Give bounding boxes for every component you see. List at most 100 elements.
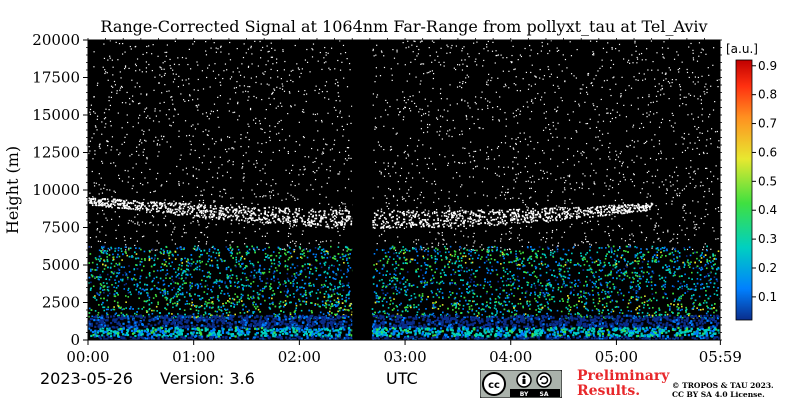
noise-cell <box>691 113 693 115</box>
noise-cell <box>410 61 412 63</box>
noise-cell <box>708 74 710 76</box>
noise-cell <box>290 106 292 108</box>
cloud-cell <box>279 219 281 222</box>
noise-cell <box>325 81 328 83</box>
cloud-cell <box>469 216 472 219</box>
cloud-cell <box>380 226 383 229</box>
noise-cell <box>392 49 394 51</box>
cloud-cell <box>509 214 512 217</box>
noise-cell <box>403 99 405 102</box>
noise-cell <box>672 247 674 249</box>
noise-cell <box>683 137 685 140</box>
noise-cell <box>669 82 671 84</box>
noise-cell <box>714 101 716 103</box>
noise-cell <box>492 106 494 109</box>
noise-cell <box>475 96 477 98</box>
noise-cell <box>678 71 680 73</box>
noise-cell <box>391 79 393 81</box>
noise-cell <box>156 230 158 232</box>
noise-cell <box>387 162 389 164</box>
noise-cell <box>454 234 456 236</box>
cloud-cell <box>307 224 310 226</box>
cloud-cell <box>555 219 558 222</box>
noise-cell <box>513 179 515 181</box>
cloud-cell <box>557 214 560 216</box>
noise-cell <box>135 45 137 48</box>
noise-cell <box>173 200 175 202</box>
aerosol-cell <box>429 313 431 316</box>
noise-cell <box>634 40 636 42</box>
noise-cell <box>123 67 126 70</box>
cloud-cell <box>333 214 336 217</box>
cloud-cell <box>271 213 273 215</box>
noise-cell <box>319 51 321 54</box>
cloud-cell <box>589 210 592 213</box>
noise-cell <box>504 83 506 85</box>
cloud-cell <box>387 226 390 228</box>
cloud-cell <box>200 210 203 212</box>
noise-cell <box>617 192 620 194</box>
noise-cell <box>397 180 399 183</box>
noise-cell <box>416 145 419 147</box>
cloud-cell <box>345 220 348 223</box>
noise-cell <box>671 248 673 250</box>
cloud-cell <box>414 213 417 216</box>
noise-cell <box>380 146 382 148</box>
noise-cell <box>291 180 293 183</box>
noise-cell <box>717 178 719 180</box>
noise-cell <box>693 171 695 173</box>
cloud-cell <box>618 204 620 207</box>
noise-cell <box>451 227 453 229</box>
noise-cell <box>642 113 644 115</box>
aerosol-cell <box>665 269 668 272</box>
cloud-cell <box>168 202 171 205</box>
cloud-cell <box>275 207 277 209</box>
cloud-cell <box>124 205 127 207</box>
noise-cell <box>550 158 552 160</box>
cloud-cell <box>491 210 493 213</box>
noise-cell <box>257 142 259 144</box>
cloud-cell <box>505 215 508 218</box>
cloud-cell <box>575 206 577 209</box>
noise-cell <box>185 57 187 59</box>
cloud-cell <box>619 206 621 209</box>
cloud-cell <box>628 211 631 213</box>
noise-cell <box>606 112 608 114</box>
cloud-cell <box>407 209 410 212</box>
cloud-cell <box>472 219 474 222</box>
cloud-cell <box>441 211 444 214</box>
noise-cell <box>149 191 152 194</box>
noise-cell <box>636 58 639 60</box>
noise-cell <box>512 112 514 114</box>
aerosol-cell <box>308 292 311 294</box>
noise-cell <box>408 189 410 191</box>
noise-cell <box>652 101 654 103</box>
noise-cell <box>285 169 287 171</box>
noise-cell <box>520 193 522 195</box>
noise-cell <box>135 70 137 72</box>
noise-cell <box>331 123 334 125</box>
cloud-cell <box>473 218 476 221</box>
noise-cell <box>335 216 338 218</box>
noise-cell <box>245 237 247 239</box>
cloud-cell <box>392 226 395 228</box>
cloud-cell <box>643 209 646 212</box>
cloud-cell <box>264 213 266 216</box>
cloud-cell <box>421 219 424 221</box>
noise-cell <box>470 141 472 143</box>
cloud-cell <box>372 220 374 222</box>
noise-cell <box>97 240 99 242</box>
noise-cell <box>245 152 247 154</box>
cloud-cell <box>320 215 323 218</box>
noise-cell <box>715 208 717 210</box>
cloud-cell <box>642 205 645 207</box>
aerosol-cell <box>633 271 636 274</box>
cloud-cell <box>608 210 610 213</box>
aerosol-cell <box>468 306 471 308</box>
noise-cell <box>529 118 531 120</box>
cloud-cell <box>561 207 564 209</box>
noise-cell <box>144 139 146 141</box>
noise-cell <box>181 79 183 81</box>
noise-cell <box>226 69 228 71</box>
cloud-cell <box>181 213 184 216</box>
